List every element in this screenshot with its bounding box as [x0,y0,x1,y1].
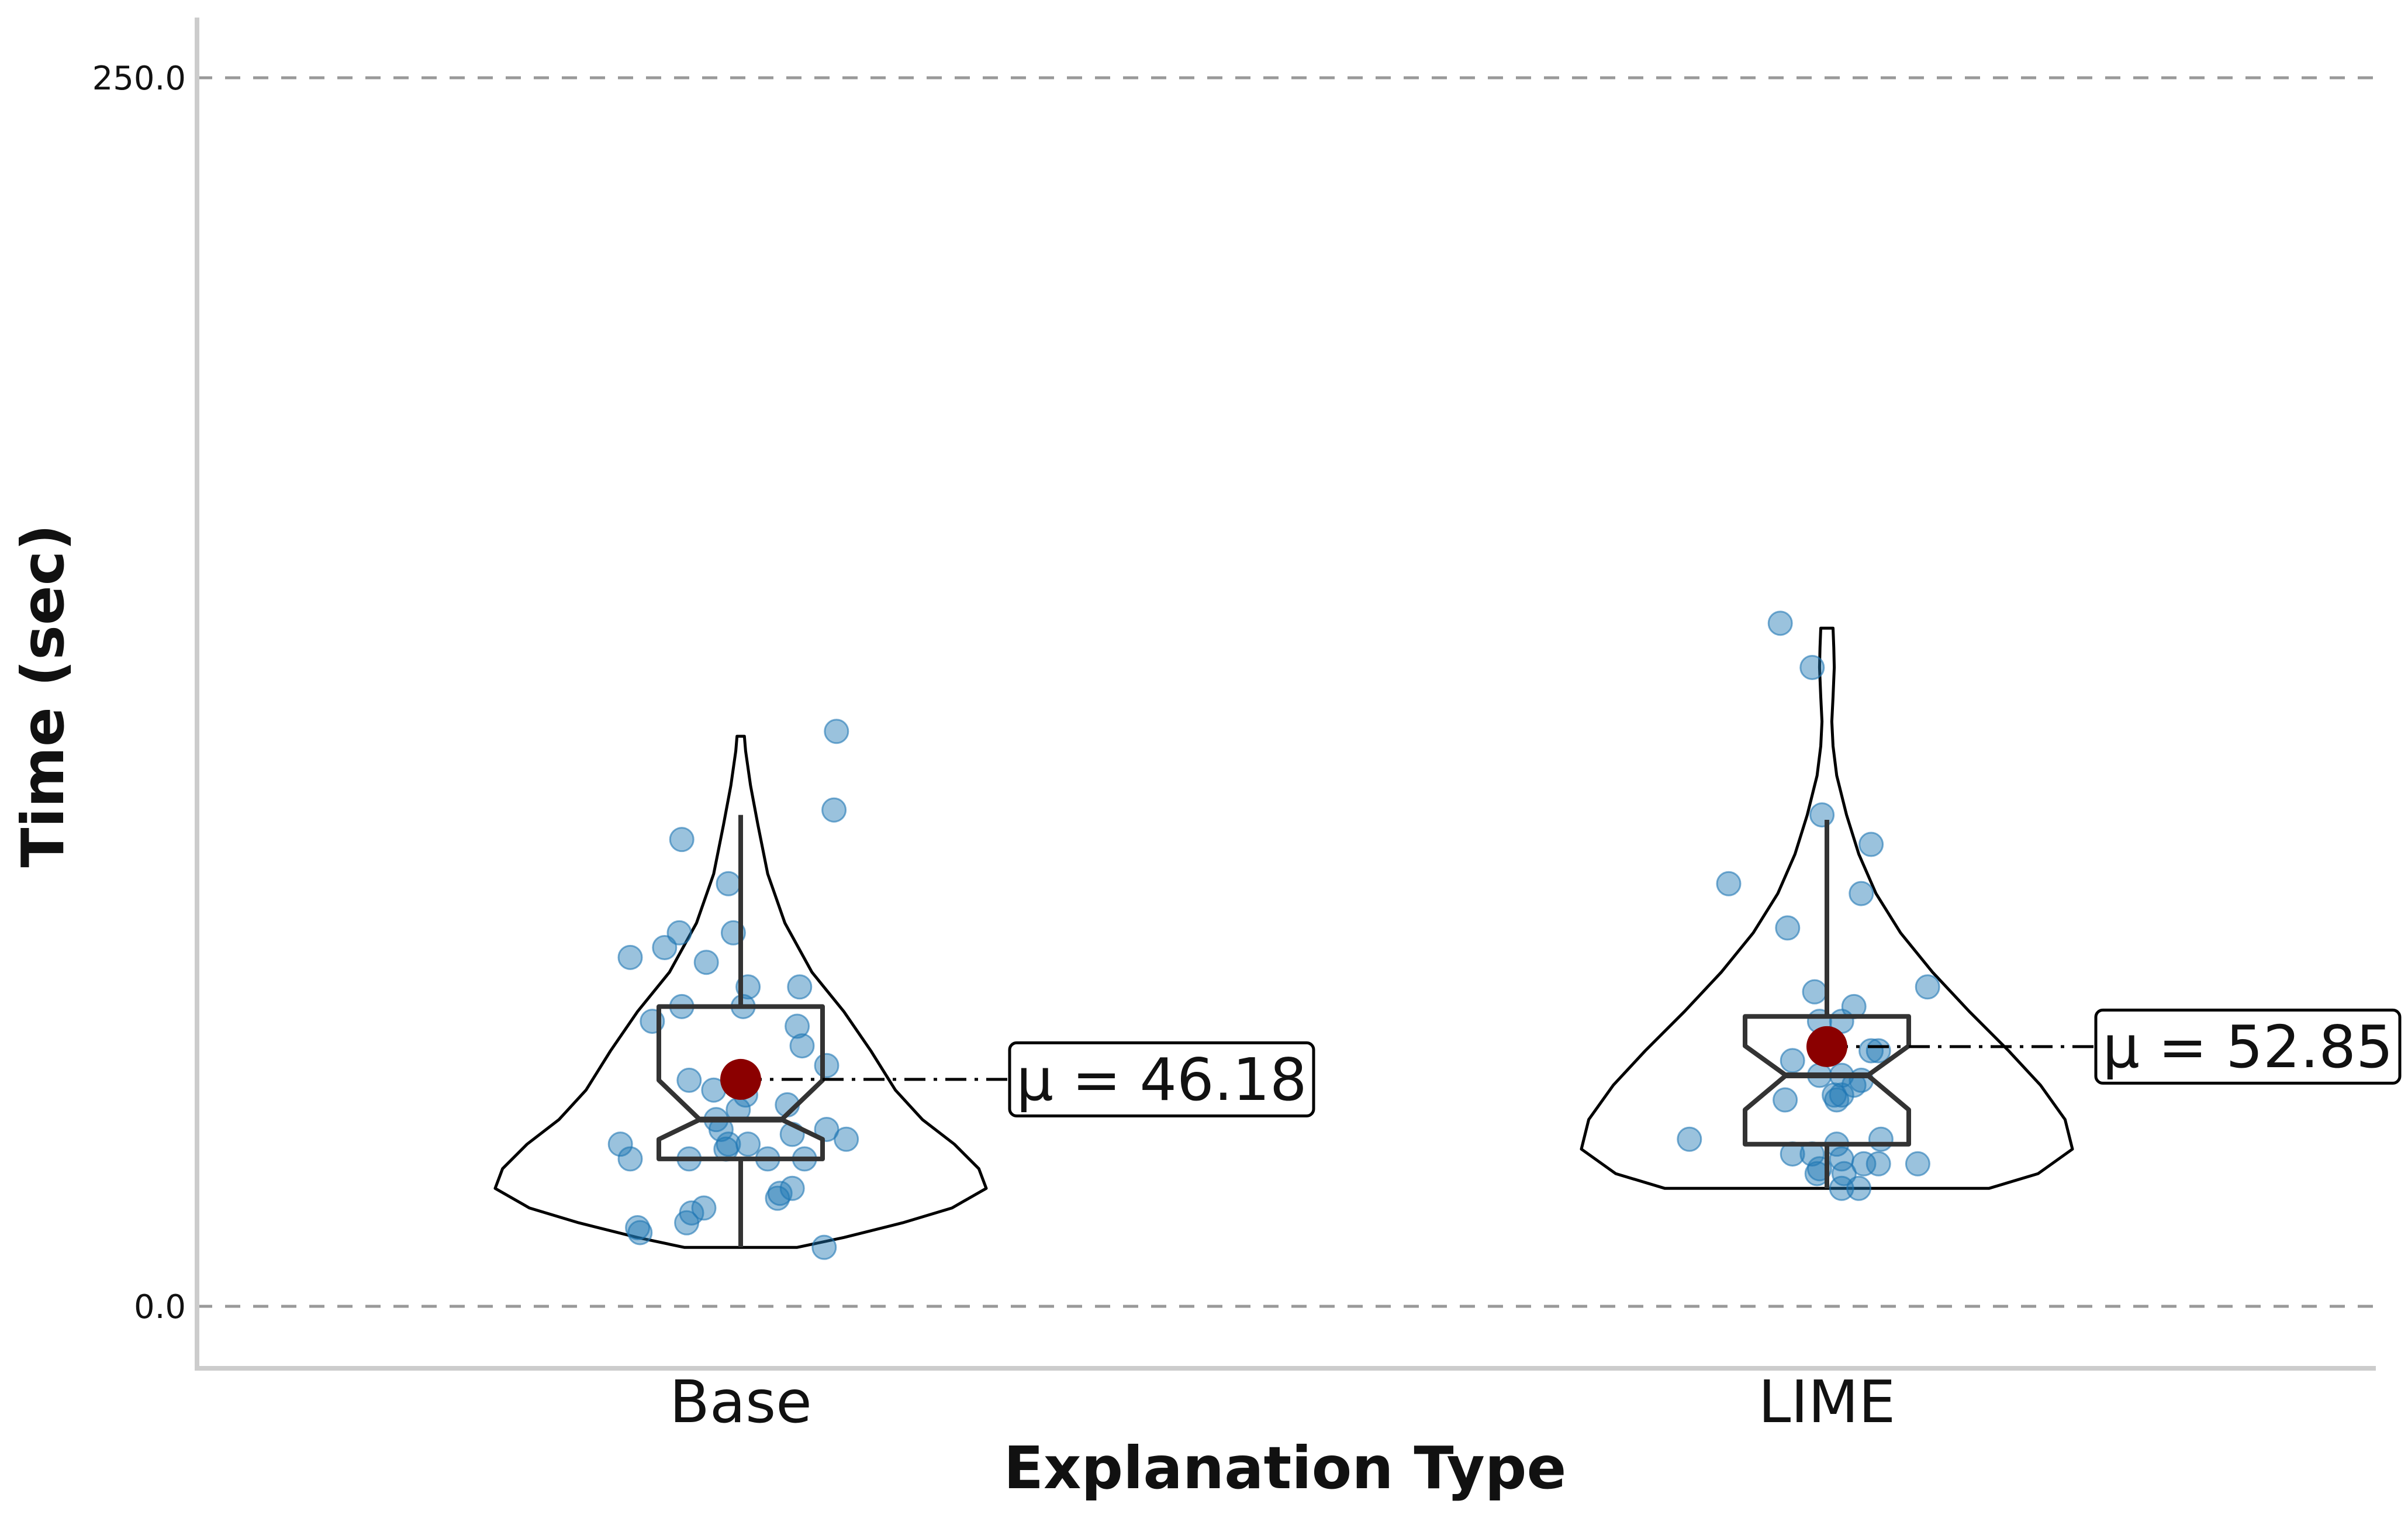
grid-layer [197,76,2376,1308]
data-point [1915,974,1940,1000]
y-axis-title: Time (sec) [9,524,77,867]
data-point [779,1175,805,1201]
points-layer [607,610,1940,1260]
violin-base [493,734,988,1249]
x-tick-label: LIME [1759,1368,1896,1436]
data-point [785,1013,810,1039]
data-point [652,935,678,961]
violin-lime [1580,626,2074,1190]
data-point [735,1131,761,1157]
data-point [1775,915,1801,941]
data-point [625,1215,651,1241]
mean-label: μ = 52.85 [2102,1013,2393,1081]
y-tick-label: 0.0 [134,1288,186,1326]
data-point [691,1195,717,1221]
mean-label-box [2094,1008,2402,1085]
data-point [1677,1126,1702,1152]
data-point [676,1067,702,1093]
mean-layer: μ = 46.18 μ = 52.85 [720,1008,2402,1117]
labels-layer: Explanation Type Time (sec) 0.0 250.0 Base… [9,60,1895,1502]
data-point [1767,610,1793,636]
data-point [607,1131,633,1157]
x-axis-title: Explanation Type [1004,1434,1567,1502]
data-point [1858,1038,1884,1064]
data-point [789,1033,815,1059]
y-tick-label: 250.0 [92,60,186,98]
data-point [1780,1048,1805,1074]
data-point [1905,1151,1930,1177]
data-point [1865,1038,1891,1064]
data-point [1849,881,1874,906]
axis-layer [195,18,2376,1371]
x-tick-label: Base [669,1368,812,1436]
mean-marker [1806,1026,1847,1067]
data-point [814,1116,839,1142]
data-point [716,1131,741,1157]
data-point [814,1053,839,1078]
data-point [716,871,741,896]
data-point [821,797,847,823]
notched-box [1743,1014,1911,1147]
data-point [1809,802,1835,828]
data-point [1865,1151,1891,1177]
data-point [1799,654,1825,680]
data-point [1868,1126,1894,1152]
mean-marker [720,1058,761,1100]
box-layer [657,815,1911,1248]
data-point [666,920,692,946]
mean-label-box [1008,1041,1315,1117]
mean-label: μ = 46.18 [1016,1046,1307,1114]
data-point [1716,871,1742,896]
data-point [834,1126,859,1152]
data-point [824,719,849,744]
data-point [669,827,695,853]
data-point [1846,1175,1872,1201]
data-point [1802,979,1827,1005]
notched-box [657,1004,825,1161]
data-point [1829,1146,1854,1172]
data-point [787,974,813,1000]
data-point [1858,832,1884,857]
data-point [811,1234,837,1260]
data-point [1773,1087,1798,1113]
data-point [617,1146,643,1172]
data-point [617,944,643,970]
data-point [693,950,719,975]
violin-layer [493,626,2074,1249]
